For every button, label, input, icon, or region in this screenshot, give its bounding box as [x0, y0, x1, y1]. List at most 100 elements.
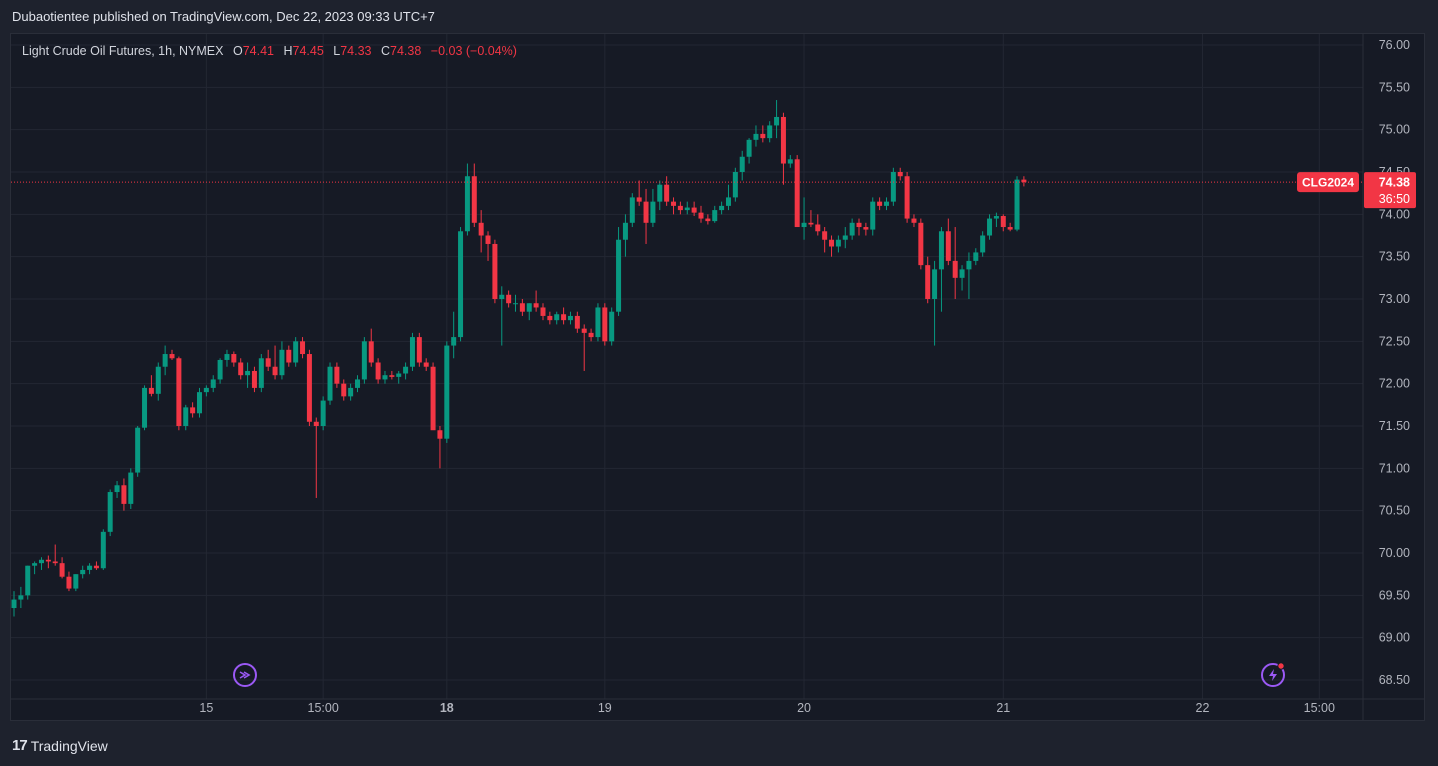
candle-body: [925, 265, 931, 300]
candle: [306, 349, 312, 427]
candle-body: [128, 472, 134, 504]
candle-body: [114, 485, 120, 493]
candle: [616, 227, 622, 316]
candle: [904, 172, 910, 223]
replay-arrow-icon[interactable]: [233, 663, 257, 687]
candle-body: [877, 201, 883, 206]
candle-body: [162, 354, 168, 367]
tradingview-brand[interactable]: 17 TradingView: [12, 737, 108, 754]
candle-body: [251, 370, 257, 388]
price-axis[interactable]: 76.0075.5075.0074.5074.0073.5073.0072.50…: [1379, 38, 1410, 687]
candle-body: [739, 156, 745, 173]
candle-body: [245, 370, 251, 376]
candle: [45, 555, 51, 569]
candle-body: [176, 358, 182, 427]
candle-body: [993, 216, 999, 219]
time-axis[interactable]: 15 15:00 18 19 20 21 22 15:00: [199, 701, 1335, 715]
instrument-name: Light Crude Oil Futures, 1h, NYMEX: [22, 44, 224, 58]
candle: [945, 218, 951, 266]
price-tick-label: 72.50: [1379, 334, 1410, 348]
candle-body: [870, 201, 876, 230]
candle: [203, 385, 209, 397]
candle-body: [684, 207, 690, 211]
candle-body: [368, 341, 374, 363]
candle: [526, 303, 532, 321]
candle: [602, 303, 608, 346]
candle: [712, 205, 718, 223]
candle-body: [616, 239, 622, 312]
candle-body: [787, 159, 793, 164]
candle-body: [1014, 179, 1020, 230]
candle: [162, 345, 168, 376]
candle-body: [671, 201, 677, 206]
candle-body: [423, 362, 429, 367]
flash-alert-icon[interactable]: [1261, 662, 1285, 687]
candle: [732, 167, 738, 202]
candle-body: [279, 349, 285, 376]
candle: [334, 362, 340, 388]
candle: [849, 218, 855, 240]
countdown-text: 36:50: [1379, 192, 1410, 206]
time-tick-label: 21: [996, 701, 1010, 715]
candle: [93, 561, 99, 570]
candle-body: [361, 341, 367, 380]
candle: [210, 375, 216, 393]
candle-body: [238, 362, 244, 376]
price-tick-label: 75.50: [1379, 80, 1410, 94]
chart-frame[interactable]: [10, 33, 1425, 721]
price-tick-label: 69.00: [1379, 631, 1410, 645]
candle-body: [341, 383, 347, 397]
price-tick-label: 73.50: [1379, 250, 1410, 264]
candle: [938, 227, 944, 312]
candle: [863, 222, 869, 236]
candle: [609, 307, 615, 346]
candle: [217, 358, 223, 384]
candle-body: [87, 565, 93, 570]
candle-body: [231, 354, 237, 363]
candle-body: [588, 332, 594, 338]
candle: [987, 214, 993, 240]
candle: [540, 303, 546, 321]
candle: [897, 167, 903, 181]
candle: [622, 214, 628, 257]
candle-body: [382, 375, 388, 380]
candle: [657, 180, 663, 211]
candle: [561, 307, 567, 325]
candle-body: [513, 303, 519, 305]
candle: [925, 256, 931, 304]
candle-body: [217, 359, 223, 380]
candle-body: [829, 239, 835, 247]
candle-body: [66, 576, 72, 589]
candle: [327, 362, 333, 405]
candle: [643, 188, 649, 244]
candle-body: [911, 218, 917, 223]
candle-body: [849, 222, 855, 236]
candle: [753, 125, 759, 147]
candle-body: [698, 212, 704, 219]
candle-body: [629, 197, 635, 223]
price-tick-label: 70.00: [1379, 546, 1410, 560]
candle-body: [258, 358, 264, 388]
published-line: Dubaotientee published on TradingView.co…: [12, 9, 435, 24]
candle-body: [169, 354, 175, 359]
candle: [265, 349, 271, 371]
close-label: C: [380, 44, 391, 58]
candle-body: [966, 260, 972, 270]
candle: [1000, 214, 1006, 232]
candle: [725, 184, 731, 211]
candle-body: [987, 218, 993, 236]
candle-body: [471, 176, 477, 223]
candle: [396, 370, 402, 384]
candle: [478, 210, 484, 253]
candle-body: [485, 235, 491, 244]
time-tick-label: 15:00: [1304, 701, 1335, 715]
candle-body: [664, 184, 670, 202]
time-tick-label: 18: [440, 701, 454, 715]
candle: [231, 351, 237, 367]
candle: [952, 227, 958, 300]
candle-body: [533, 303, 539, 308]
time-tick-label: 15: [199, 701, 213, 715]
candle-body: [581, 328, 587, 333]
candle-body: [938, 231, 944, 270]
